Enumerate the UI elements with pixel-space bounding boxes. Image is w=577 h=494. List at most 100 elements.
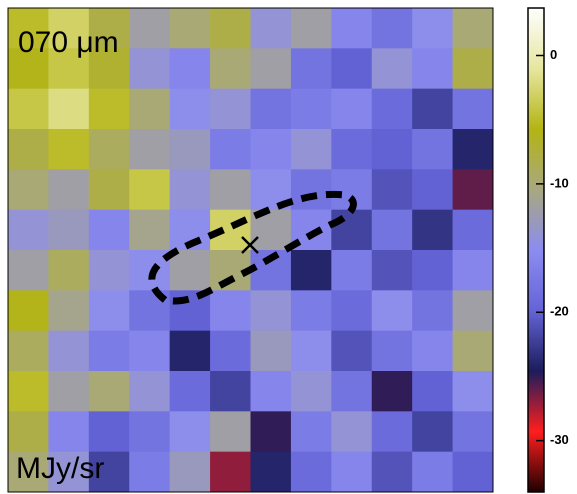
map-cell xyxy=(169,88,211,130)
map-cell xyxy=(210,88,251,130)
map-cell xyxy=(129,88,171,130)
map-cell xyxy=(290,371,332,412)
map-cell xyxy=(452,371,494,412)
map-cell xyxy=(331,250,373,291)
map-cell xyxy=(331,411,373,453)
map-cell xyxy=(452,48,494,90)
map-cell xyxy=(48,411,90,453)
map-cell xyxy=(88,88,130,130)
map-cell xyxy=(8,48,49,90)
map-cell xyxy=(8,290,49,332)
map-cell xyxy=(290,169,332,211)
map xyxy=(8,8,494,493)
map-cell xyxy=(371,129,413,170)
map-cell xyxy=(129,330,171,372)
map-cell xyxy=(250,290,292,332)
map-cell xyxy=(8,330,49,372)
map-cell xyxy=(169,250,211,291)
map-cell xyxy=(210,411,251,453)
colorbar-tick-label: 0 xyxy=(550,47,557,62)
map-cell xyxy=(8,371,49,412)
map-cell xyxy=(48,451,90,493)
map-cell xyxy=(169,411,211,453)
map-cell xyxy=(88,371,130,412)
map-cell xyxy=(452,209,494,251)
map-cell xyxy=(48,48,90,90)
map-cell xyxy=(412,8,454,49)
map-cell xyxy=(88,209,130,251)
map-cell xyxy=(290,48,332,90)
map-cell xyxy=(412,290,454,332)
map-cell xyxy=(210,48,251,90)
map-cell xyxy=(8,169,49,211)
map-cell xyxy=(331,371,373,412)
map-cell xyxy=(250,8,292,49)
map-cell xyxy=(129,8,171,49)
map-cell xyxy=(48,371,90,412)
map-cell xyxy=(371,371,413,412)
map-cell xyxy=(371,451,413,493)
map-cell xyxy=(48,88,90,130)
region-outline xyxy=(148,190,357,305)
map-cell xyxy=(169,371,211,412)
map-cell xyxy=(412,169,454,211)
map-cell xyxy=(290,129,332,170)
map-cell xyxy=(210,451,251,493)
map-cell xyxy=(371,290,413,332)
map-cell xyxy=(371,8,413,49)
colorbar-tick-label: -10 xyxy=(550,175,569,190)
map-cell xyxy=(8,451,49,493)
map-cell xyxy=(8,88,49,130)
map-cell xyxy=(412,48,454,90)
map-cell xyxy=(371,88,413,130)
map-cell xyxy=(290,330,332,372)
map-cell xyxy=(169,129,211,170)
map-cell xyxy=(129,371,171,412)
map-cell xyxy=(8,209,49,251)
map-cell xyxy=(371,209,413,251)
map-cell xyxy=(48,290,90,332)
map-cell xyxy=(169,48,211,90)
map-cell xyxy=(88,48,130,90)
map-cell xyxy=(452,8,494,49)
map-cell xyxy=(250,411,292,453)
map-cell xyxy=(412,371,454,412)
map-cell xyxy=(88,8,130,49)
map-cell xyxy=(129,48,171,90)
map-cell xyxy=(169,8,211,49)
map-cell xyxy=(48,250,90,291)
map-cell xyxy=(452,169,494,211)
map-cell xyxy=(412,451,454,493)
map-cell xyxy=(412,411,454,453)
map-cell xyxy=(452,250,494,291)
map-cell xyxy=(88,129,130,170)
map-cell xyxy=(210,129,251,170)
map-cell xyxy=(331,209,373,251)
map-cell xyxy=(169,330,211,372)
map-cell xyxy=(331,330,373,372)
map-cell xyxy=(290,451,332,493)
map-cell xyxy=(412,129,454,170)
map-cell xyxy=(169,169,211,211)
map-cell xyxy=(371,48,413,90)
map-cell xyxy=(210,290,251,332)
map-cell xyxy=(412,209,454,251)
map-cell xyxy=(290,411,332,453)
map-cell xyxy=(412,88,454,130)
map-frame xyxy=(7,7,494,493)
map-cell xyxy=(290,250,332,291)
map-cell xyxy=(290,8,332,49)
map-cell xyxy=(210,8,251,49)
map-cell xyxy=(250,451,292,493)
map-cell xyxy=(331,129,373,170)
map-cell xyxy=(8,411,49,453)
map-cell xyxy=(8,129,49,170)
map-cell xyxy=(331,88,373,130)
band-label: 070 μm xyxy=(18,26,119,59)
colorbar-tick-label: -20 xyxy=(550,304,569,319)
source-marker xyxy=(241,236,259,254)
map-cell xyxy=(452,451,494,493)
map-cell xyxy=(452,411,494,453)
map-cell xyxy=(331,48,373,90)
